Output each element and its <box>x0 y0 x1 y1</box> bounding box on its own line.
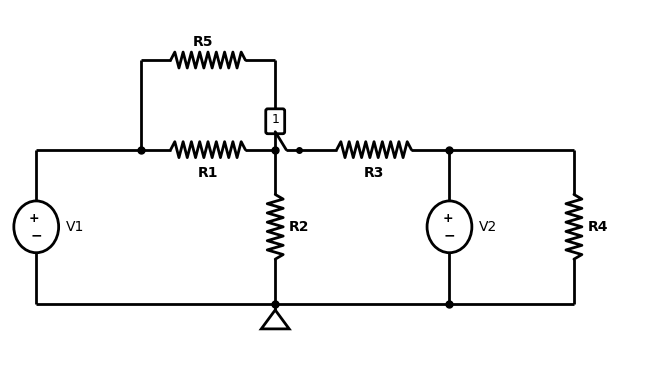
Text: R1: R1 <box>198 166 218 180</box>
Text: +: + <box>442 212 453 225</box>
Text: 1: 1 <box>271 113 279 126</box>
Text: +: + <box>29 212 40 225</box>
Text: −: − <box>444 228 455 242</box>
Text: R2: R2 <box>289 220 309 234</box>
Text: R5: R5 <box>193 35 213 49</box>
Text: V2: V2 <box>479 220 498 234</box>
Text: R3: R3 <box>364 166 384 180</box>
FancyBboxPatch shape <box>266 109 285 134</box>
Text: V1: V1 <box>66 220 84 234</box>
Text: R4: R4 <box>588 220 608 234</box>
Text: −: − <box>31 228 42 242</box>
